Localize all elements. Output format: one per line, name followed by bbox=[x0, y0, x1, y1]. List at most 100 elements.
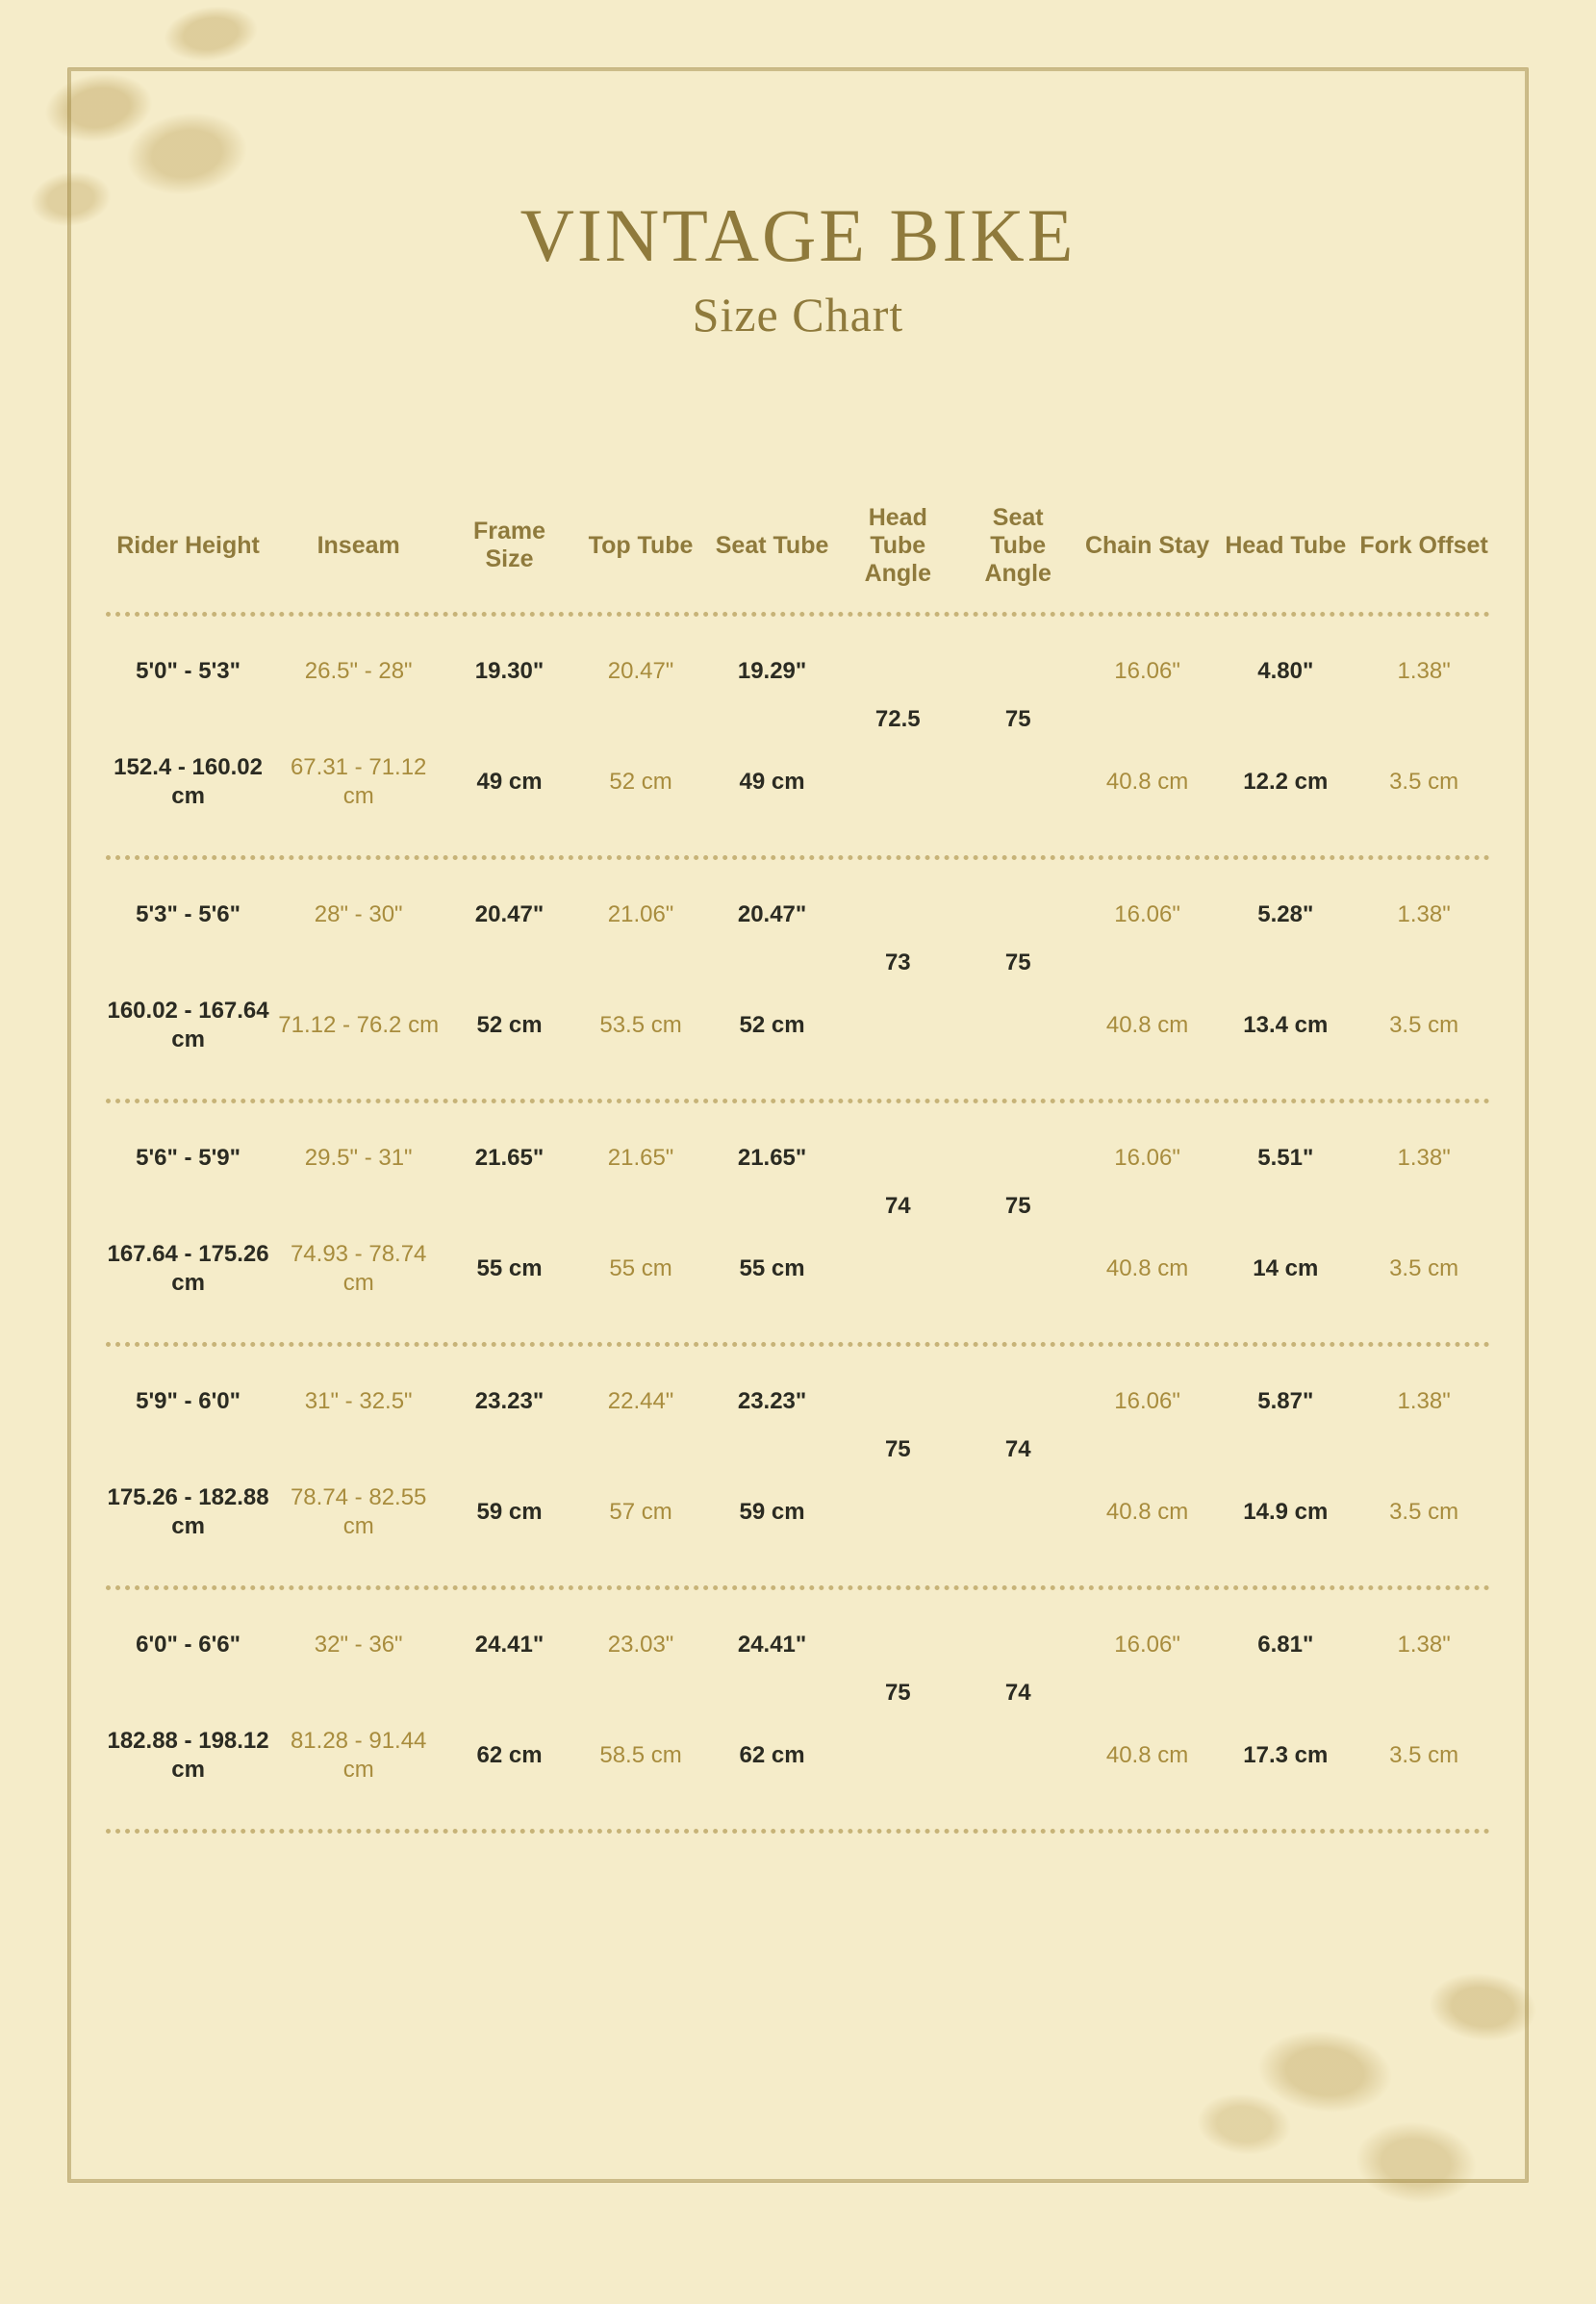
cell: 4.80" bbox=[1219, 657, 1352, 686]
cell: 21.65" bbox=[709, 1144, 835, 1173]
column-header: Seat Tube Angle bbox=[961, 496, 1076, 595]
divider-dots bbox=[106, 612, 1490, 617]
cell: 5'6" - 5'9" bbox=[106, 1144, 270, 1173]
cell: 19.30" bbox=[446, 657, 572, 686]
table-subrow-imperial: 5'6" - 5'9"29.5" - 31"21.65"21.65"21.65"… bbox=[106, 1134, 1490, 1182]
cell: 52 cm bbox=[709, 1011, 835, 1040]
column-header: Inseam bbox=[276, 524, 441, 568]
cell: 26.5" - 28" bbox=[276, 657, 441, 686]
cell: 59 cm bbox=[446, 1498, 572, 1527]
cell: 20.47" bbox=[446, 900, 572, 929]
cell: 16.06" bbox=[1081, 1387, 1214, 1416]
page-subtitle: Size Chart bbox=[106, 287, 1490, 342]
cell: 3.5 cm bbox=[1357, 1254, 1490, 1283]
cell: 74 bbox=[961, 1435, 1076, 1464]
divider-dots bbox=[106, 1342, 1490, 1347]
cell: 167.64 - 175.26 cm bbox=[106, 1240, 270, 1298]
cell: 49 cm bbox=[709, 768, 835, 797]
cell: 16.06" bbox=[1081, 900, 1214, 929]
table-row: 5'3" - 5'6"28" - 30"20.47"21.06"20.47"16… bbox=[106, 877, 1490, 1081]
cell: 14 cm bbox=[1219, 1254, 1352, 1283]
table-subrow-metric: 182.88 - 198.12 cm81.28 - 91.44 cm62 cm5… bbox=[106, 1717, 1490, 1794]
cell: 55 cm bbox=[578, 1254, 704, 1283]
cell: 28" - 30" bbox=[276, 900, 441, 929]
page-content: VINTAGE BIKE Size Chart Rider HeightInse… bbox=[67, 192, 1529, 1851]
cell: 24.41" bbox=[709, 1631, 835, 1659]
table-row: 6'0" - 6'6"32" - 36"24.41"23.03"24.41"16… bbox=[106, 1608, 1490, 1811]
cell: 1.38" bbox=[1357, 1387, 1490, 1416]
cell: 40.8 cm bbox=[1081, 1011, 1214, 1040]
cell: 16.06" bbox=[1081, 1631, 1214, 1659]
cell: 52 cm bbox=[446, 1011, 572, 1040]
cell: 31" - 32.5" bbox=[276, 1387, 441, 1416]
cell: 3.5 cm bbox=[1357, 768, 1490, 797]
cell: 6.81" bbox=[1219, 1631, 1352, 1659]
cell: 52 cm bbox=[578, 768, 704, 797]
cell: 57 cm bbox=[578, 1498, 704, 1527]
cell: 19.29" bbox=[709, 657, 835, 686]
cell: 75 bbox=[961, 705, 1076, 734]
cell: 62 cm bbox=[446, 1741, 572, 1770]
table-subrow-metric: 175.26 - 182.88 cm78.74 - 82.55 cm59 cm5… bbox=[106, 1474, 1490, 1551]
cell: 16.06" bbox=[1081, 1144, 1214, 1173]
cell: 5'0" - 5'3" bbox=[106, 657, 270, 686]
table-subrow-metric: 160.02 - 167.64 cm71.12 - 76.2 cm52 cm53… bbox=[106, 987, 1490, 1064]
cell: 74.93 - 78.74 cm bbox=[276, 1240, 441, 1298]
cell: 21.65" bbox=[578, 1144, 704, 1173]
cell: 81.28 - 91.44 cm bbox=[276, 1727, 441, 1785]
cell: 13.4 cm bbox=[1219, 1011, 1352, 1040]
cell: 40.8 cm bbox=[1081, 1498, 1214, 1527]
cell: 24.41" bbox=[446, 1631, 572, 1659]
column-header: Chain Stay bbox=[1081, 524, 1214, 568]
cell: 5.51" bbox=[1219, 1144, 1352, 1173]
cell: 75 bbox=[841, 1435, 955, 1464]
cell: 73 bbox=[841, 949, 955, 977]
cell: 74 bbox=[841, 1192, 955, 1221]
cell: 49 cm bbox=[446, 768, 572, 797]
cell: 17.3 cm bbox=[1219, 1741, 1352, 1770]
cell: 14.9 cm bbox=[1219, 1498, 1352, 1527]
cell: 6'0" - 6'6" bbox=[106, 1631, 270, 1659]
page-title: VINTAGE BIKE bbox=[106, 192, 1490, 279]
cell: 16.06" bbox=[1081, 657, 1214, 686]
cell: 78.74 - 82.55 cm bbox=[276, 1483, 441, 1541]
cell: 22.44" bbox=[578, 1387, 704, 1416]
cell: 3.5 cm bbox=[1357, 1741, 1490, 1770]
table-subrow-imperial: 5'3" - 5'6"28" - 30"20.47"21.06"20.47"16… bbox=[106, 891, 1490, 939]
cell: 160.02 - 167.64 cm bbox=[106, 997, 270, 1054]
cell: 3.5 cm bbox=[1357, 1011, 1490, 1040]
cell: 29.5" - 31" bbox=[276, 1144, 441, 1173]
table-header-row: Rider HeightInseamFrame SizeTop TubeSeat… bbox=[106, 496, 1490, 595]
table-subrow-angles: 7574 bbox=[106, 1669, 1490, 1717]
cell: 175.26 - 182.88 cm bbox=[106, 1483, 270, 1541]
cell: 1.38" bbox=[1357, 657, 1490, 686]
cell: 20.47" bbox=[709, 900, 835, 929]
cell: 23.03" bbox=[578, 1631, 704, 1659]
cell: 75 bbox=[961, 949, 1076, 977]
column-header: Rider Height bbox=[106, 524, 270, 568]
cell: 23.23" bbox=[709, 1387, 835, 1416]
table-row: 5'9" - 6'0"31" - 32.5"23.23"22.44"23.23"… bbox=[106, 1364, 1490, 1568]
cell: 75 bbox=[841, 1679, 955, 1708]
divider-dots bbox=[106, 1099, 1490, 1103]
cell: 1.38" bbox=[1357, 900, 1490, 929]
cell: 75 bbox=[961, 1192, 1076, 1221]
cell: 1.38" bbox=[1357, 1144, 1490, 1173]
cell: 182.88 - 198.12 cm bbox=[106, 1727, 270, 1785]
cell: 55 cm bbox=[446, 1254, 572, 1283]
cell: 21.06" bbox=[578, 900, 704, 929]
table-subrow-angles: 7375 bbox=[106, 939, 1490, 987]
divider-dots bbox=[106, 855, 1490, 860]
cell: 5'9" - 6'0" bbox=[106, 1387, 270, 1416]
cell: 71.12 - 76.2 cm bbox=[276, 1011, 441, 1040]
column-header: Head Tube Angle bbox=[841, 496, 955, 595]
divider-dots bbox=[106, 1585, 1490, 1590]
table-subrow-angles: 7475 bbox=[106, 1182, 1490, 1230]
cell: 5.87" bbox=[1219, 1387, 1352, 1416]
cell: 5.28" bbox=[1219, 900, 1352, 929]
cell: 20.47" bbox=[578, 657, 704, 686]
column-header: Fork Offset bbox=[1357, 524, 1490, 568]
column-header: Frame Size bbox=[446, 510, 572, 581]
cell: 67.31 - 71.12 cm bbox=[276, 753, 441, 811]
cell: 55 cm bbox=[709, 1254, 835, 1283]
